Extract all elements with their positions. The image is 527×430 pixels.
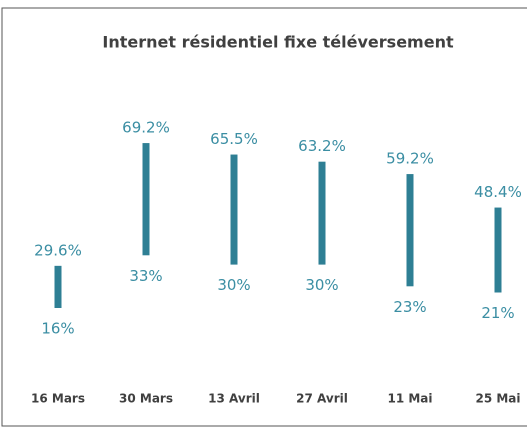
- range-bar: [318, 161, 326, 265]
- chart-frame: [1, 7, 527, 427]
- high-label: 69.2%: [122, 119, 170, 137]
- x-tick-label: 16 Mars: [31, 392, 85, 406]
- range-bar: [494, 207, 502, 293]
- high-label: 65.5%: [210, 130, 258, 148]
- x-tick-label: 27 Avril: [296, 392, 348, 406]
- low-label: 16%: [41, 320, 74, 338]
- low-label: 30%: [217, 276, 250, 294]
- high-label: 63.2%: [298, 137, 346, 155]
- high-label: 29.6%: [34, 241, 82, 259]
- chart-title: Internet résidentiel fixe téléversement: [102, 33, 454, 52]
- low-label: 23%: [393, 298, 426, 316]
- low-label: 30%: [305, 276, 338, 294]
- range-bar: [142, 143, 150, 256]
- x-tick-label: 30 Mars: [119, 392, 173, 406]
- low-label: 21%: [481, 304, 514, 322]
- range-bar: [406, 174, 414, 287]
- range-bar: [54, 265, 62, 308]
- x-tick-label: 11 Mai: [387, 392, 432, 406]
- x-tick-label: 13 Avril: [208, 392, 260, 406]
- low-label: 33%: [129, 267, 162, 285]
- range-bar: [230, 154, 238, 265]
- x-tick-label: 25 Mai: [475, 392, 520, 406]
- high-label: 48.4%: [474, 183, 522, 201]
- high-label: 59.2%: [386, 150, 434, 168]
